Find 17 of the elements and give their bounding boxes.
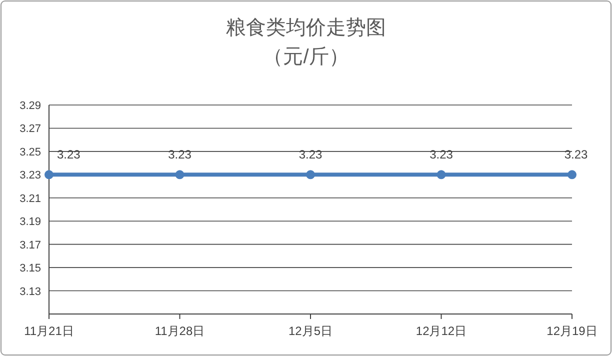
x-tick-label: 11月21日: [24, 324, 74, 338]
data-label: 3.23: [564, 148, 588, 162]
y-tick-label: 3.23: [20, 170, 41, 182]
y-tick-label: 3.29: [20, 100, 41, 112]
x-tick-label: 11月28日: [154, 324, 205, 338]
y-tick-label: 3.19: [20, 216, 41, 228]
y-tick-label: 3.21: [20, 192, 41, 205]
x-tick-label: 12月5日: [288, 324, 333, 338]
x-tick-label: 12月12日: [416, 324, 467, 338]
y-tick-label: 3.17: [20, 239, 41, 252]
y-tick-label: 3.27: [20, 123, 41, 136]
x-tick-label: 12月19日: [546, 324, 598, 338]
y-tick-label: 3.15: [20, 262, 41, 275]
y-tick-label: 3.25: [20, 146, 41, 158]
chart-subtitle: （元/斤）: [263, 46, 349, 68]
y-tick-label: 3.13: [20, 286, 41, 298]
chart-title: 粮食类均价走势图: [226, 17, 386, 39]
